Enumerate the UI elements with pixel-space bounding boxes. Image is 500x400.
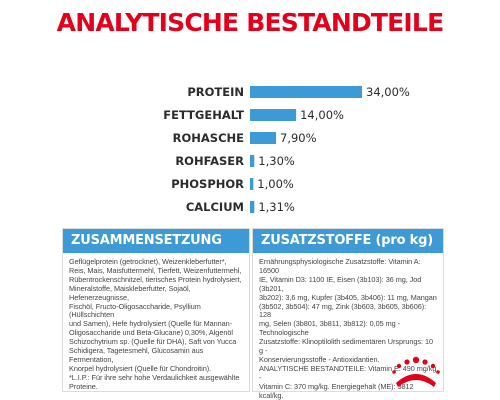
composition-line: Geflügelprotein (getrocknet), Weizenkleb… xyxy=(69,257,227,266)
composition-text: Geflügelprotein (getrocknet), Weizenkleb… xyxy=(63,253,249,392)
bar xyxy=(250,109,297,121)
composition-line: Schidigera, Tagetesmehl, Glucosamin aus … xyxy=(69,346,204,364)
category-label: ROHASCHE xyxy=(173,131,245,145)
additives-heading: ZUSATZSTOFFE (pro kg) xyxy=(253,229,443,253)
composition-line: Reis, Mais, Maisfuttermehl, Tierfett, We… xyxy=(69,265,242,275)
composition-panel: ZUSAMMENSETZUNG Geflügelprotein (getrock… xyxy=(62,228,250,392)
bar xyxy=(250,201,255,213)
bar xyxy=(250,178,254,190)
additives-line: ANALYTISCHE BESTANDTEILE: Vitamin E: 490… xyxy=(259,363,437,382)
value-label: 34,00% xyxy=(366,85,410,99)
additives-text: Ernährungsphysiologische Zusatzstoffe: V… xyxy=(253,253,443,400)
category-label: ROHFASER xyxy=(175,154,244,168)
bar xyxy=(250,132,277,144)
value-label: 1,30% xyxy=(258,154,295,168)
composition-line: Oligosaccharide und Beta-Glucane) 0,30%,… xyxy=(69,328,233,338)
composition-line: Schizochytrium sp. (Quelle für DHA), Saf… xyxy=(69,337,237,347)
category-label: FETTGEHALT xyxy=(163,108,244,122)
value-label: 1,31% xyxy=(258,200,295,214)
value-label: 14,00% xyxy=(300,108,344,122)
additives-line: (3b502, 3b504): 47 mg, Zink (3b603, 3b60… xyxy=(259,301,427,320)
additives-panel: ZUSATZSTOFFE (pro kg) Ernährungsphysiolo… xyxy=(252,228,444,399)
bar xyxy=(250,155,255,167)
composition-line: und Samen), Hefe hydrolysiert (Quelle fü… xyxy=(69,319,233,329)
composition-line: Mineralstoffe, Maiskleberfutter, Sojaöl,… xyxy=(69,283,191,302)
additives-line: Ernährungsphysiologische Zusatzstoffe: V… xyxy=(259,257,421,275)
page-title: ANALYTISCHE BESTANDTEILE xyxy=(56,8,444,37)
composition-line: Fischöl, Fructo-Oligosaccharide, Psylliu… xyxy=(69,301,201,320)
additives-line: Konservierungsstoffe - Antioxidantien. xyxy=(259,354,380,364)
composition-line: Proteine. xyxy=(69,381,98,391)
category-label: PHOSPHOR xyxy=(171,177,244,191)
additives-line: 3b202): 3,6 mg, Kupfer (3b405, 3b406): 1… xyxy=(259,292,437,302)
nutrient-bar-chart: PROTEIN 34,00% FETTGEHALT 14,00% ROHASCHE 7,9… xyxy=(163,85,410,214)
additives-line: IE, Vitamin D3: 1100 IE, Eisen (3b103): … xyxy=(259,274,422,293)
additives-line: Zusatzstoffe: Klinoptilolith sedimentäre… xyxy=(259,337,433,356)
composition-line: Rübentrockenschnitzel, tierisches Protei… xyxy=(69,274,242,284)
composition-line: Knorpel hydrolysiert (Quelle für Chondro… xyxy=(69,363,212,373)
composition-line: *L.I.P.: Für ihre sehr hohe Verdaulichke… xyxy=(69,372,240,382)
additives-line: mg, Selen (3b801, 3b811, 3b812): 0,05 mg… xyxy=(259,319,400,338)
bar xyxy=(250,86,362,98)
category-label: CALCIUM xyxy=(186,200,244,214)
category-label: PROTEIN xyxy=(187,85,244,99)
royal-canin-crown-icon xyxy=(392,356,440,387)
composition-heading: ZUSAMMENSETZUNG xyxy=(63,229,249,253)
value-label: 1,00% xyxy=(257,177,294,191)
additives-line: Vitamin C: 370 mg/kg. Energiegehalt (ME)… xyxy=(259,381,414,400)
value-label: 7,90% xyxy=(280,131,317,145)
